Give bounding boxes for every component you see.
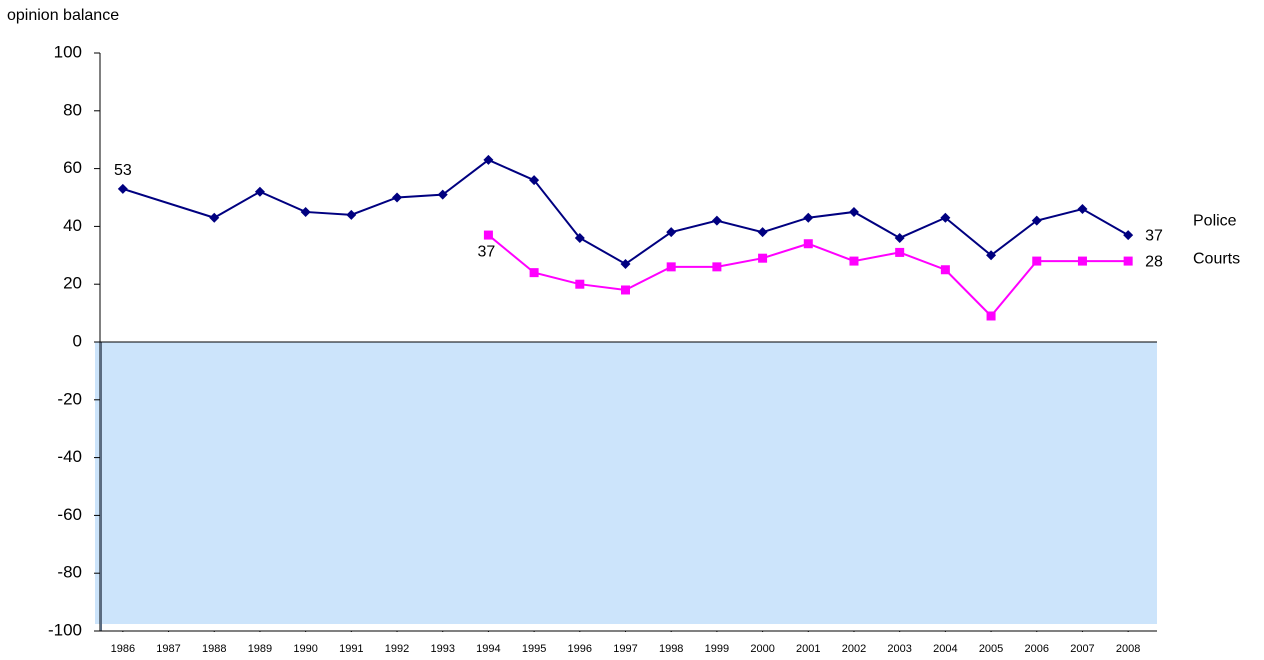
point [758, 253, 768, 263]
y-tick-label: 40 [63, 216, 82, 235]
point [620, 258, 631, 269]
point [1031, 215, 1042, 226]
y-tick-label: 100 [54, 42, 82, 61]
y-tick-label: 80 [63, 100, 82, 119]
point [437, 189, 448, 200]
point [803, 212, 814, 223]
point [940, 265, 950, 275]
data-label: 37 [478, 243, 496, 260]
legend-label: Courts [1193, 250, 1240, 267]
legend-label: Police [1193, 212, 1237, 229]
x-tick-label: 2006 [1025, 643, 1049, 655]
point [1077, 256, 1087, 266]
y-tick-label: -20 [57, 389, 82, 408]
point [1032, 256, 1042, 266]
y-tick-label: 0 [73, 331, 82, 350]
data-label: 37 [1145, 227, 1163, 244]
x-tick-label: 1992 [385, 643, 409, 655]
y-tick-label: -40 [57, 447, 82, 466]
point [300, 206, 311, 217]
point [575, 279, 585, 289]
x-tick-label: 1988 [202, 643, 226, 655]
point [940, 212, 951, 223]
x-tick-label: 1990 [293, 643, 317, 655]
x-tick-label: 1996 [568, 643, 592, 655]
point [621, 285, 630, 295]
point [483, 230, 493, 240]
x-tick-label: 1995 [522, 643, 546, 655]
point [803, 239, 813, 249]
point [209, 212, 220, 223]
y-axis-label: opinion balance [7, 7, 119, 24]
x-tick-label: 2005 [979, 643, 1003, 655]
y-tick-label: -80 [57, 563, 82, 582]
point [346, 209, 357, 220]
y-tick-label: -60 [57, 505, 82, 524]
x-tick-label: 1994 [476, 643, 500, 655]
x-tick-label: 1991 [339, 643, 363, 655]
negative-zone [95, 342, 1157, 624]
point [529, 175, 540, 186]
point [849, 256, 859, 266]
point [1077, 204, 1088, 215]
point [848, 206, 859, 217]
point [483, 154, 494, 165]
x-tick-label: 2008 [1116, 643, 1140, 655]
point [895, 247, 905, 257]
point [894, 232, 905, 243]
x-tick-label: 2000 [750, 643, 774, 655]
point [254, 186, 265, 197]
point [529, 268, 539, 278]
y-tick-label: -100 [48, 620, 82, 639]
point [666, 227, 677, 238]
x-tick-label: 2002 [842, 643, 866, 655]
point [666, 262, 676, 272]
x-tick-label: 1986 [111, 643, 135, 655]
x-tick-label: 1999 [705, 643, 729, 655]
point [986, 250, 997, 261]
x-tick-label: 2007 [1070, 643, 1094, 655]
y-tick-label: 20 [63, 274, 82, 293]
x-tick-label: 2001 [796, 643, 820, 655]
y-tick-label: 60 [63, 158, 82, 177]
point [392, 192, 403, 203]
x-tick-label: 1987 [156, 643, 180, 655]
data-label: 53 [114, 162, 132, 179]
point [1123, 230, 1134, 241]
point [117, 183, 128, 194]
point [757, 227, 768, 238]
point [574, 232, 585, 243]
x-tick-label: 2003 [887, 643, 911, 655]
series-line [122, 158, 1129, 266]
x-tick-label: 1993 [430, 643, 454, 655]
x-tick-label: 1989 [248, 643, 272, 655]
x-tick-label: 1998 [659, 643, 683, 655]
point [1123, 256, 1133, 266]
data-label: 28 [1145, 253, 1163, 270]
point [986, 311, 996, 321]
point [712, 262, 722, 272]
point [711, 215, 722, 226]
x-tick-label: 1997 [613, 643, 637, 655]
x-tick-label: 2004 [933, 643, 957, 655]
